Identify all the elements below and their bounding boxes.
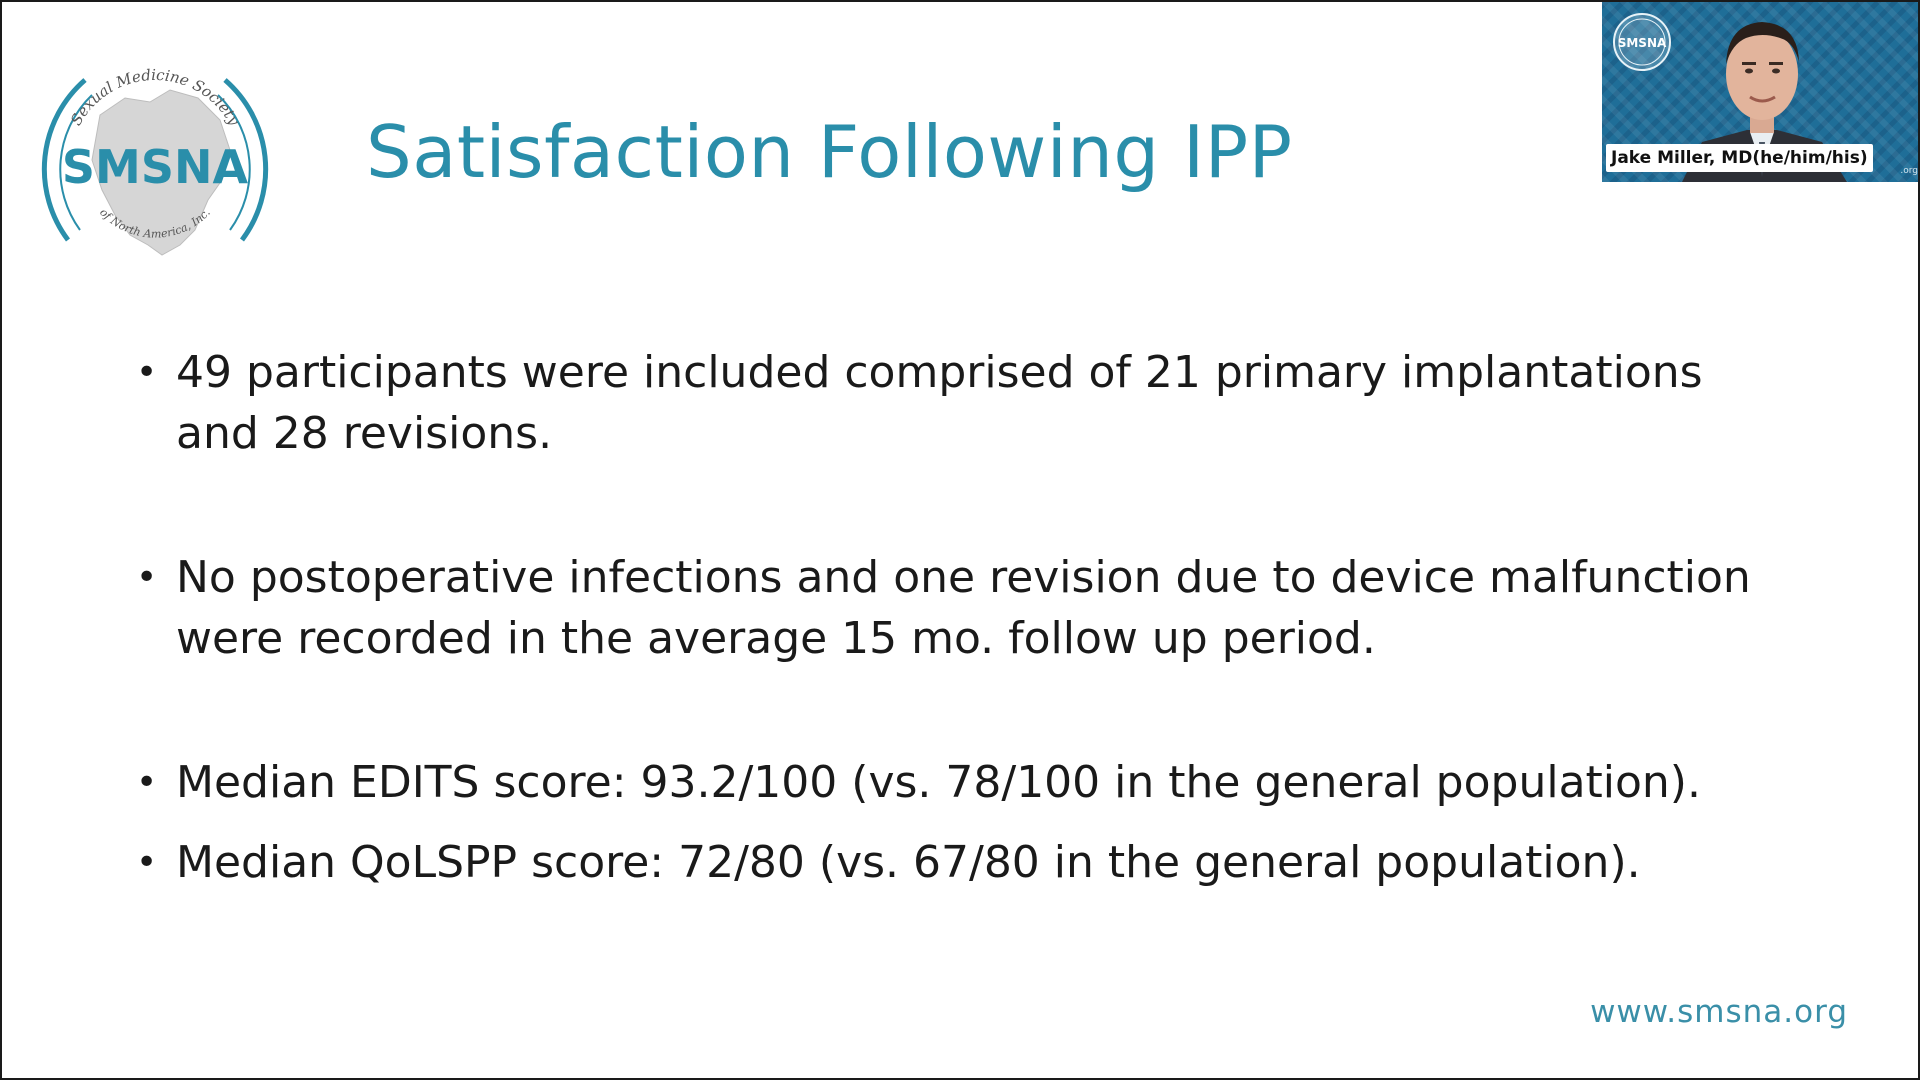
bullet-text: No postoperative infections and one revi…	[176, 552, 1751, 664]
bullet-item: • Median QoLSPP score: 72/80 (vs. 67/80 …	[136, 832, 1776, 893]
tile-logo-text: SMSNA	[1618, 36, 1667, 50]
bullet-text: Median QoLSPP score: 72/80 (vs. 67/80 in…	[176, 837, 1641, 888]
bullet-text: 49 participants were included comprised …	[176, 347, 1703, 459]
bullet-marker: •	[136, 842, 158, 883]
bullet-item: • Median EDITS score: 93.2/100 (vs. 78/1…	[136, 752, 1776, 813]
bullet-text: Median EDITS score: 93.2/100 (vs. 78/100…	[176, 757, 1701, 808]
participant-name-label: Jake Miller, MD(he/him/his)	[1606, 144, 1873, 172]
participant-video-tile[interactable]: SMSNA J	[1602, 2, 1918, 182]
footer-url: www.smsna.org	[1590, 994, 1848, 1030]
bullet-marker: •	[136, 762, 158, 803]
logo-acronym: SMSNA	[62, 140, 249, 194]
bullet-item: • 49 participants were included comprise…	[136, 342, 1776, 464]
bullet-item: • No postoperative infections and one re…	[136, 547, 1776, 669]
bullet-marker: •	[136, 557, 158, 598]
smsna-logo: Sexual Medicine Society of North America…	[30, 40, 280, 290]
tile-logo: SMSNA	[1610, 10, 1674, 74]
slide-title: Satisfaction Following IPP	[366, 110, 1293, 194]
bullet-marker: •	[136, 352, 158, 393]
tile-corner-tag: .org	[1900, 166, 1918, 176]
